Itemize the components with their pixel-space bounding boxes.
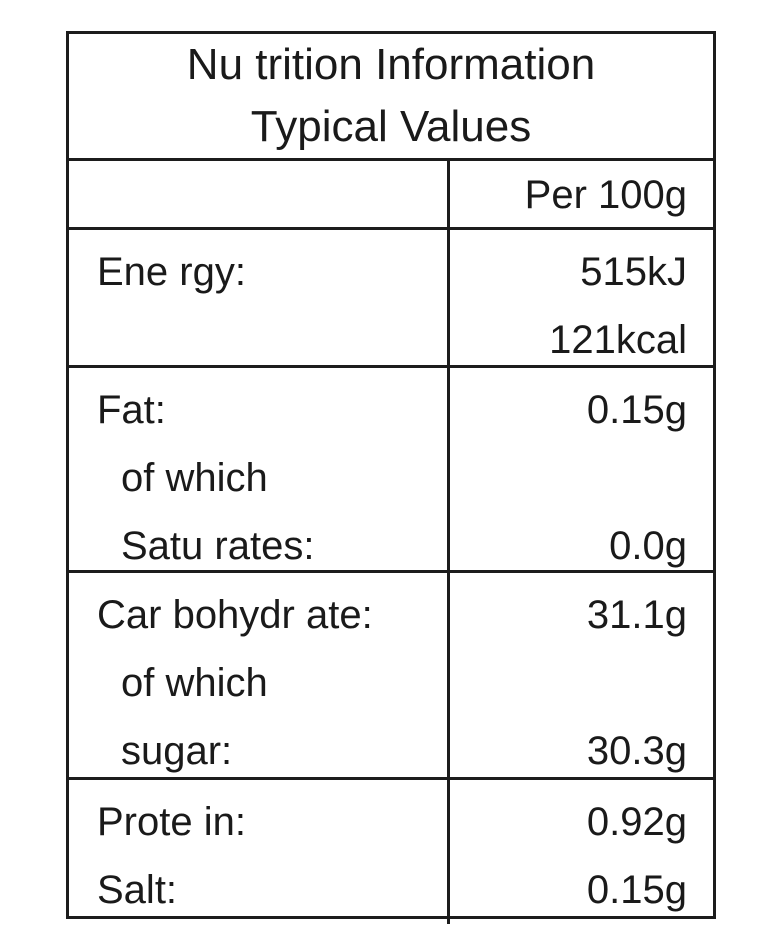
carbohydrate-row: Car bohydr ate: of which sugar: 31.1g 30… <box>69 573 713 780</box>
fat-of-which-label: of which <box>121 456 268 500</box>
table-title: Nu trition Information Typical Values <box>69 34 713 161</box>
protein-salt-row: Prote in: Salt: 0.92g 0.15g <box>69 780 713 924</box>
fat-value: 0.15g <box>586 388 687 432</box>
header-row: Per 100g <box>69 161 713 230</box>
header-left-label <box>97 161 447 229</box>
energy-label-cell: Ene rgy: <box>69 230 450 365</box>
nutrition-table: Nu trition Information Typical Values Pe… <box>66 31 716 924</box>
sugar-value: 30.3g <box>586 729 687 773</box>
fat-spacer <box>450 444 687 512</box>
carbohydrate-spacer <box>450 649 687 717</box>
carbohydrate-of-which-label: of which <box>121 661 268 705</box>
carbohydrate-value: 31.1g <box>586 593 687 637</box>
title-line-1: Nu trition Information <box>186 40 596 89</box>
protein-label: Prote in: <box>97 800 246 844</box>
fat-row: Fat: of which Satu rates: 0.15g 0.0g <box>69 368 713 573</box>
carbohydrate-label-cell: Car bohydr ate: of which sugar: <box>69 573 450 777</box>
carbohydrate-label: Car bohydr ate: <box>97 593 373 637</box>
protein-salt-value-cell: 0.92g 0.15g <box>450 780 713 924</box>
energy-row: Ene rgy: 515kJ 121kcal <box>69 230 713 368</box>
title-line-2: Typical Values <box>250 102 532 151</box>
per-100g-label: Per 100g <box>524 173 687 217</box>
saturates-value: 0.0g <box>609 524 687 568</box>
energy-kcal-value: 121kcal <box>549 318 687 362</box>
energy-kj-value: 515kJ <box>580 250 687 294</box>
protein-salt-label-cell: Prote in: Salt: <box>69 780 450 924</box>
sugar-label: sugar: <box>121 729 233 773</box>
fat-label-cell: Fat: of which Satu rates: <box>69 368 450 570</box>
carbohydrate-value-cell: 31.1g 30.3g <box>450 573 713 777</box>
energy-label: Ene rgy: <box>97 250 246 294</box>
fat-value-cell: 0.15g 0.0g <box>450 368 713 570</box>
salt-label: Salt: <box>97 868 178 912</box>
header-left-cell <box>69 161 450 227</box>
saturates-label: Satu rates: <box>121 524 315 568</box>
header-right-cell: Per 100g <box>450 161 713 227</box>
salt-value: 0.15g <box>586 868 687 912</box>
protein-value: 0.92g <box>586 800 687 844</box>
energy-value-cell: 515kJ 121kcal <box>450 230 713 365</box>
fat-label: Fat: <box>97 388 166 432</box>
